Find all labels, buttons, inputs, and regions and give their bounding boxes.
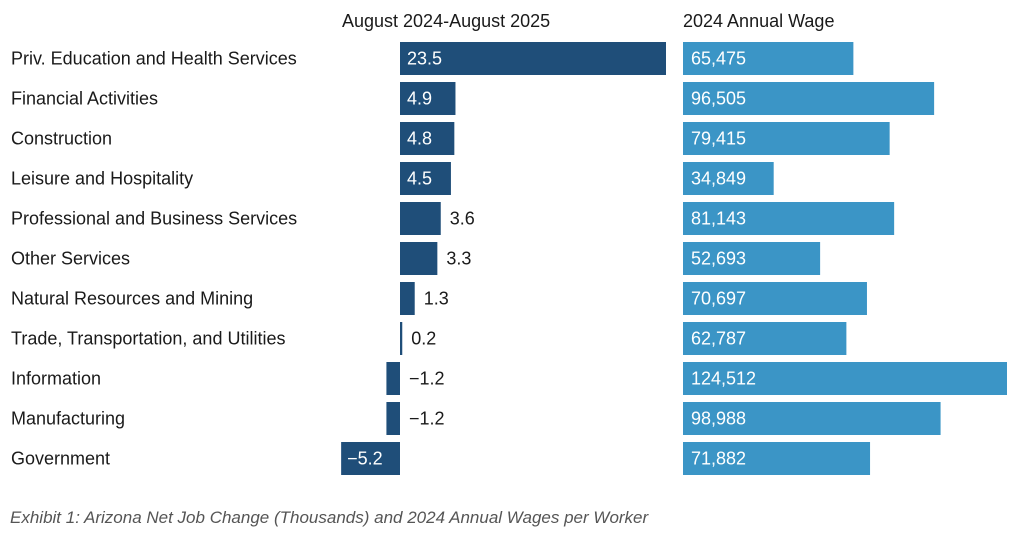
category-label: Natural Resources and Mining — [11, 289, 253, 309]
wage-bar — [683, 162, 774, 195]
chart-caption: Exhibit 1: Arizona Net Job Change (Thous… — [10, 508, 649, 527]
wage-value-label: 98,988 — [691, 409, 746, 429]
job-change-value-label: −1.2 — [409, 369, 445, 389]
category-label: Financial Activities — [11, 89, 158, 109]
job-change-value-label: −5.2 — [347, 449, 383, 469]
wage-bar — [683, 42, 854, 75]
wage-bar — [683, 122, 890, 155]
job-change-bar — [400, 242, 438, 275]
wage-bar — [683, 442, 871, 475]
job-change-bar — [400, 282, 415, 315]
header-job-change: August 2024-August 2025 — [342, 11, 550, 31]
job-change-bar — [400, 162, 451, 195]
wage-value-label: 52,693 — [691, 249, 746, 269]
category-label: Manufacturing — [11, 409, 125, 429]
wage-bar — [683, 82, 935, 115]
job-change-value-label: 0.2 — [411, 329, 436, 349]
job-change-value-label: 4.9 — [407, 89, 432, 109]
wage-bar — [683, 402, 941, 435]
category-label: Professional and Business Services — [11, 209, 297, 229]
job-change-value-label: 1.3 — [424, 289, 449, 309]
wage-bar — [683, 282, 867, 315]
job-change-bar — [400, 122, 455, 155]
job-change-bar — [386, 362, 400, 395]
job-change-bar — [400, 82, 456, 115]
category-label: Leisure and Hospitality — [11, 169, 193, 189]
job-change-value-label: 3.3 — [446, 249, 471, 269]
job-change-value-label: 4.8 — [407, 129, 432, 149]
category-label: Construction — [11, 129, 112, 149]
wage-value-label: 62,787 — [691, 329, 746, 349]
job-change-bar — [400, 202, 441, 235]
wage-value-label: 81,143 — [691, 209, 746, 229]
job-change-bar — [386, 402, 400, 435]
wage-bar — [683, 362, 1007, 395]
job-change-bar — [400, 322, 403, 355]
job-change-value-label: 4.5 — [407, 169, 432, 189]
wage-value-label: 96,505 — [691, 89, 746, 109]
chart-rows: Priv. Education and Health Services 23.5 6… — [11, 42, 1007, 475]
category-label: Trade, Transportation, and Utilities — [11, 329, 285, 349]
job-change-bar — [341, 442, 400, 475]
job-change-value-label: −1.2 — [409, 409, 445, 429]
category-label: Other Services — [11, 249, 130, 269]
wage-bar — [683, 322, 847, 355]
wage-value-label: 34,849 — [691, 169, 746, 189]
wage-value-label: 79,415 — [691, 129, 746, 149]
wage-value-label: 70,697 — [691, 289, 746, 309]
header-annual-wage: 2024 Annual Wage — [683, 11, 834, 31]
job-change-value-label: 23.5 — [407, 49, 442, 69]
job-change-value-label: 3.6 — [450, 209, 475, 229]
wage-bar — [683, 242, 821, 275]
category-label: Information — [11, 369, 101, 389]
wage-value-label: 71,882 — [691, 449, 746, 469]
job-change-bar — [400, 42, 666, 75]
wage-bar — [683, 202, 895, 235]
wage-value-label: 65,475 — [691, 49, 746, 69]
category-label: Government — [11, 449, 110, 469]
category-label: Priv. Education and Health Services — [11, 49, 297, 69]
wage-value-label: 124,512 — [691, 369, 756, 389]
